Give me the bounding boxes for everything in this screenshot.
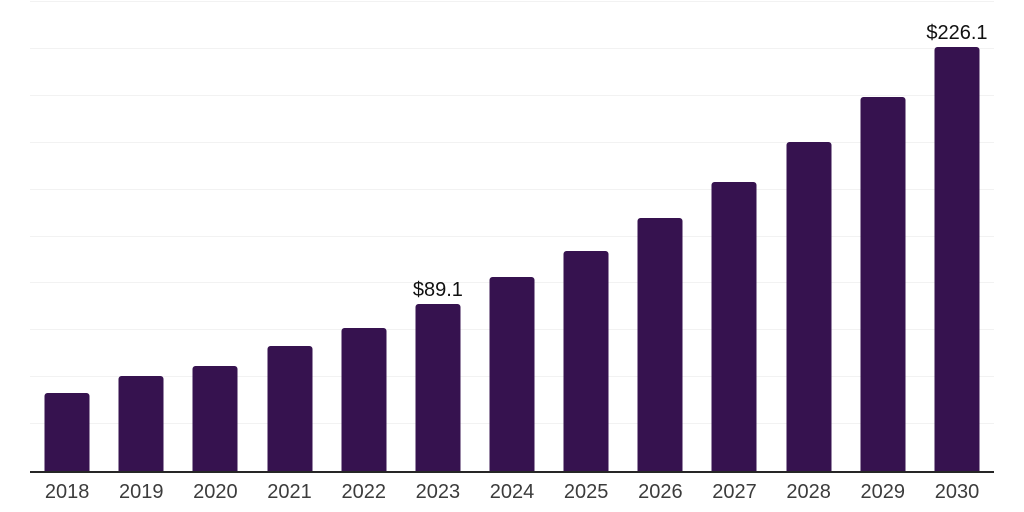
x-tick-label-2024: 2024: [489, 481, 535, 503]
gridline-175: [30, 141, 994, 143]
bar-2021: [267, 346, 313, 471]
bar-column-2021: [252, 2, 326, 471]
x-axis-tick-labels: 2018 2019 2020 2021 2022 2023 2024 2025 2026 2027…: [30, 480, 994, 504]
x-tick-label-2021: 2021: [267, 481, 312, 503]
bar-2018: [44, 392, 90, 471]
x-tick-label-2020: 2020: [193, 481, 238, 503]
x-tick-label-2030: 2030: [934, 481, 980, 503]
bar-column-2023: $89.1: [401, 2, 475, 471]
bar-value-label-2023: $89.1: [412, 278, 463, 301]
bar-column-2019: [104, 2, 178, 471]
bar-2026: [637, 218, 683, 471]
bar-2025: [563, 250, 609, 471]
x-tick-label-2026: 2026: [638, 481, 683, 503]
x-tick-label-2018: 2018: [44, 481, 90, 503]
bar-2028: [786, 141, 832, 471]
bar-value-label-2030: $226.1: [926, 21, 988, 44]
plot-area: $89.1 $226.1: [30, 1, 994, 473]
x-tick-label-2022: 2022: [341, 481, 386, 503]
x-tick-label-2025: 2025: [563, 481, 609, 503]
bar-column-2018: [30, 2, 104, 471]
bar-2030: [934, 46, 980, 471]
bar-column-2020: [178, 2, 252, 471]
bar-column-2024: [475, 2, 549, 471]
bar-2020: [192, 366, 238, 471]
gridline-250: [30, 1, 994, 2]
x-tick-label-2029: 2029: [860, 481, 906, 503]
bar-series: $89.1 $226.1: [30, 2, 994, 471]
bar-2023: [415, 303, 461, 471]
bar-2022: [341, 327, 387, 471]
x-tick-label-2028: 2028: [786, 481, 831, 503]
gridline-225: [30, 47, 994, 49]
gridline-200: [30, 94, 994, 96]
bar-column-2030: $226.1: [920, 2, 994, 471]
x-tick-label-2023: 2023: [415, 481, 461, 503]
bar-column-2028: [772, 2, 846, 471]
bar-2019: [118, 376, 164, 471]
bar-column-2027: [697, 2, 771, 471]
bar-2027: [711, 181, 757, 471]
bar-column-2026: [623, 2, 697, 471]
x-tick-label-2027: 2027: [712, 481, 757, 503]
bar-2029: [860, 97, 906, 471]
gridline-150: [30, 188, 994, 190]
bar-column-2029: [846, 2, 920, 471]
gridline-125: [30, 235, 994, 237]
bar-2024: [489, 277, 535, 471]
bar-column-2022: [327, 2, 401, 471]
bar-column-2025: [549, 2, 623, 471]
x-tick-label-2019: 2019: [118, 481, 164, 503]
